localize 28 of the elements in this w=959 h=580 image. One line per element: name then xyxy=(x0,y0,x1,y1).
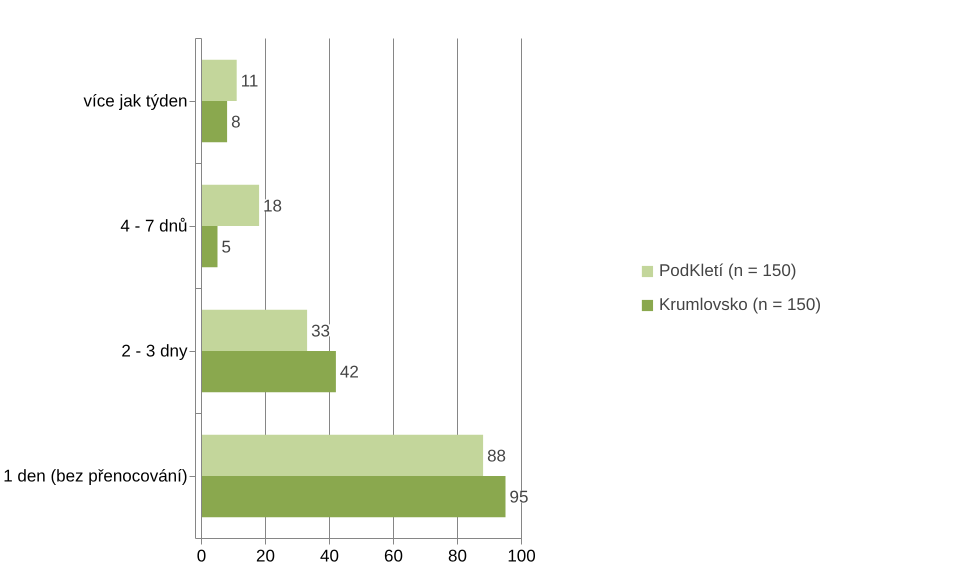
y-tick-label: více jak týden xyxy=(84,92,188,110)
data-label: 95 xyxy=(510,488,528,507)
bar xyxy=(202,226,218,268)
x-tick-label: 60 xyxy=(384,546,403,566)
bar xyxy=(202,351,336,392)
x-tick-label: 40 xyxy=(320,546,339,566)
data-label: 33 xyxy=(311,321,330,340)
bar xyxy=(202,476,506,518)
data-label: 5 xyxy=(222,238,231,257)
data-label: 42 xyxy=(340,362,359,382)
x-tick-label: 100 xyxy=(507,546,536,566)
bar xyxy=(202,434,484,476)
data-label: 18 xyxy=(263,196,282,216)
legend-label: PodKletí (n = 150) xyxy=(658,261,796,281)
y-tick-label: 4 - 7 dnů xyxy=(120,216,188,236)
x-tick-label: 80 xyxy=(448,546,467,566)
y-tick-label: 1 den (bez přenocování) xyxy=(3,466,188,486)
y-tick-label: 2 - 3 dny xyxy=(121,342,188,360)
legend-label: Krumlovsko (n = 150) xyxy=(658,295,821,315)
bar xyxy=(202,101,228,142)
data-label: 8 xyxy=(231,112,241,132)
data-label: 11 xyxy=(240,71,258,90)
bar xyxy=(202,310,308,351)
x-tick-label: 0 xyxy=(196,546,206,566)
data-label: 88 xyxy=(487,446,506,466)
bar xyxy=(202,60,237,101)
x-tick-label: 20 xyxy=(256,546,275,566)
bar xyxy=(202,184,260,226)
